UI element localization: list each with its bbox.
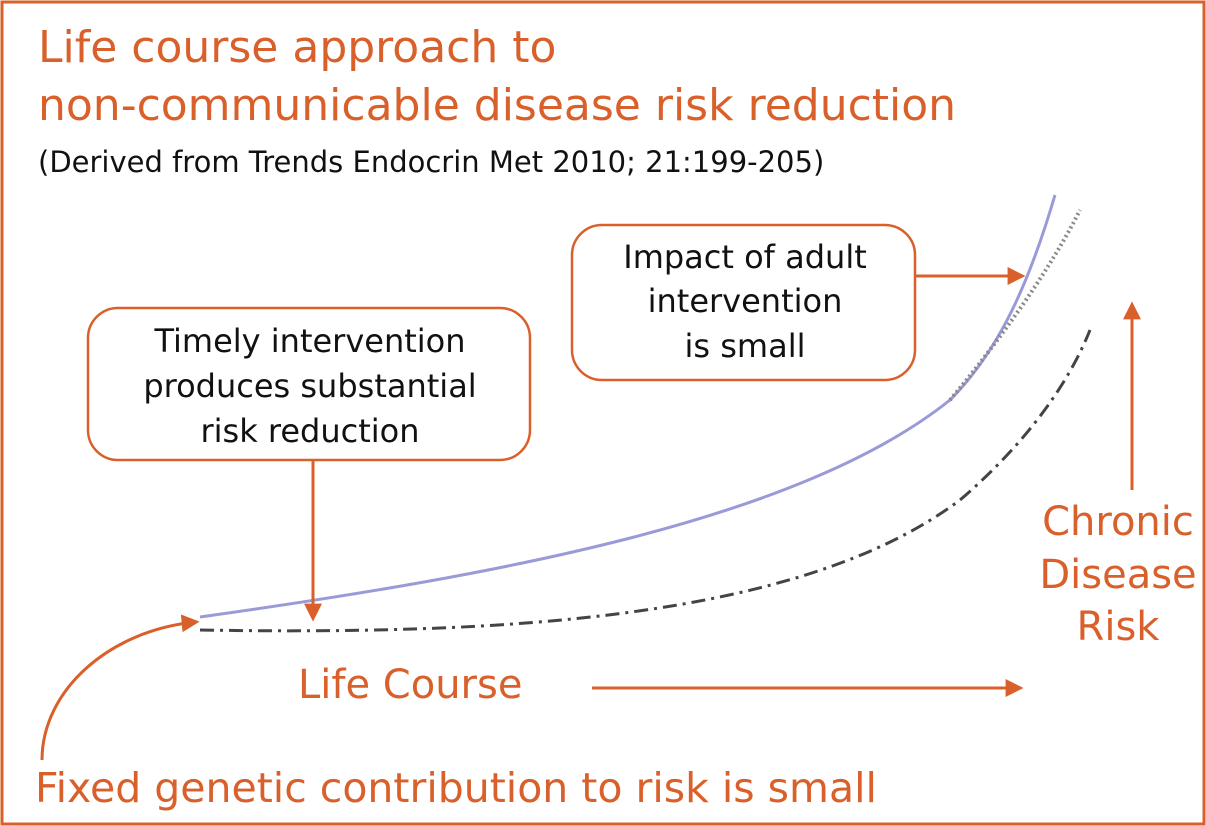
callout-text: intervention xyxy=(648,282,843,320)
callout-box xyxy=(570,223,917,382)
callout-text: Timely intervention xyxy=(153,322,465,360)
x-axis-label: Life Course xyxy=(298,662,522,708)
callout-text: risk reduction xyxy=(200,412,419,450)
y-axis-label: Chronic xyxy=(1042,499,1194,545)
callout-text: Impact of adult xyxy=(623,238,867,276)
arrow xyxy=(40,614,200,761)
callout-text: is small xyxy=(685,327,806,365)
callout-text: produces substantial xyxy=(143,367,476,405)
title-line: non-communicable disease risk reduction xyxy=(38,80,956,131)
footer: Fixed genetic contribution to risk is sm… xyxy=(35,764,877,812)
early-intervention-curve xyxy=(199,329,1092,633)
title-line: Life course approach to xyxy=(38,22,556,73)
subtitle: (Derived from Trends Endocrin Met 2010; … xyxy=(38,145,824,179)
y-axis-label: Risk xyxy=(1077,604,1161,650)
callout-box xyxy=(86,306,532,462)
risk-curve xyxy=(199,194,1057,619)
y-axis-label: Disease xyxy=(1039,552,1196,598)
